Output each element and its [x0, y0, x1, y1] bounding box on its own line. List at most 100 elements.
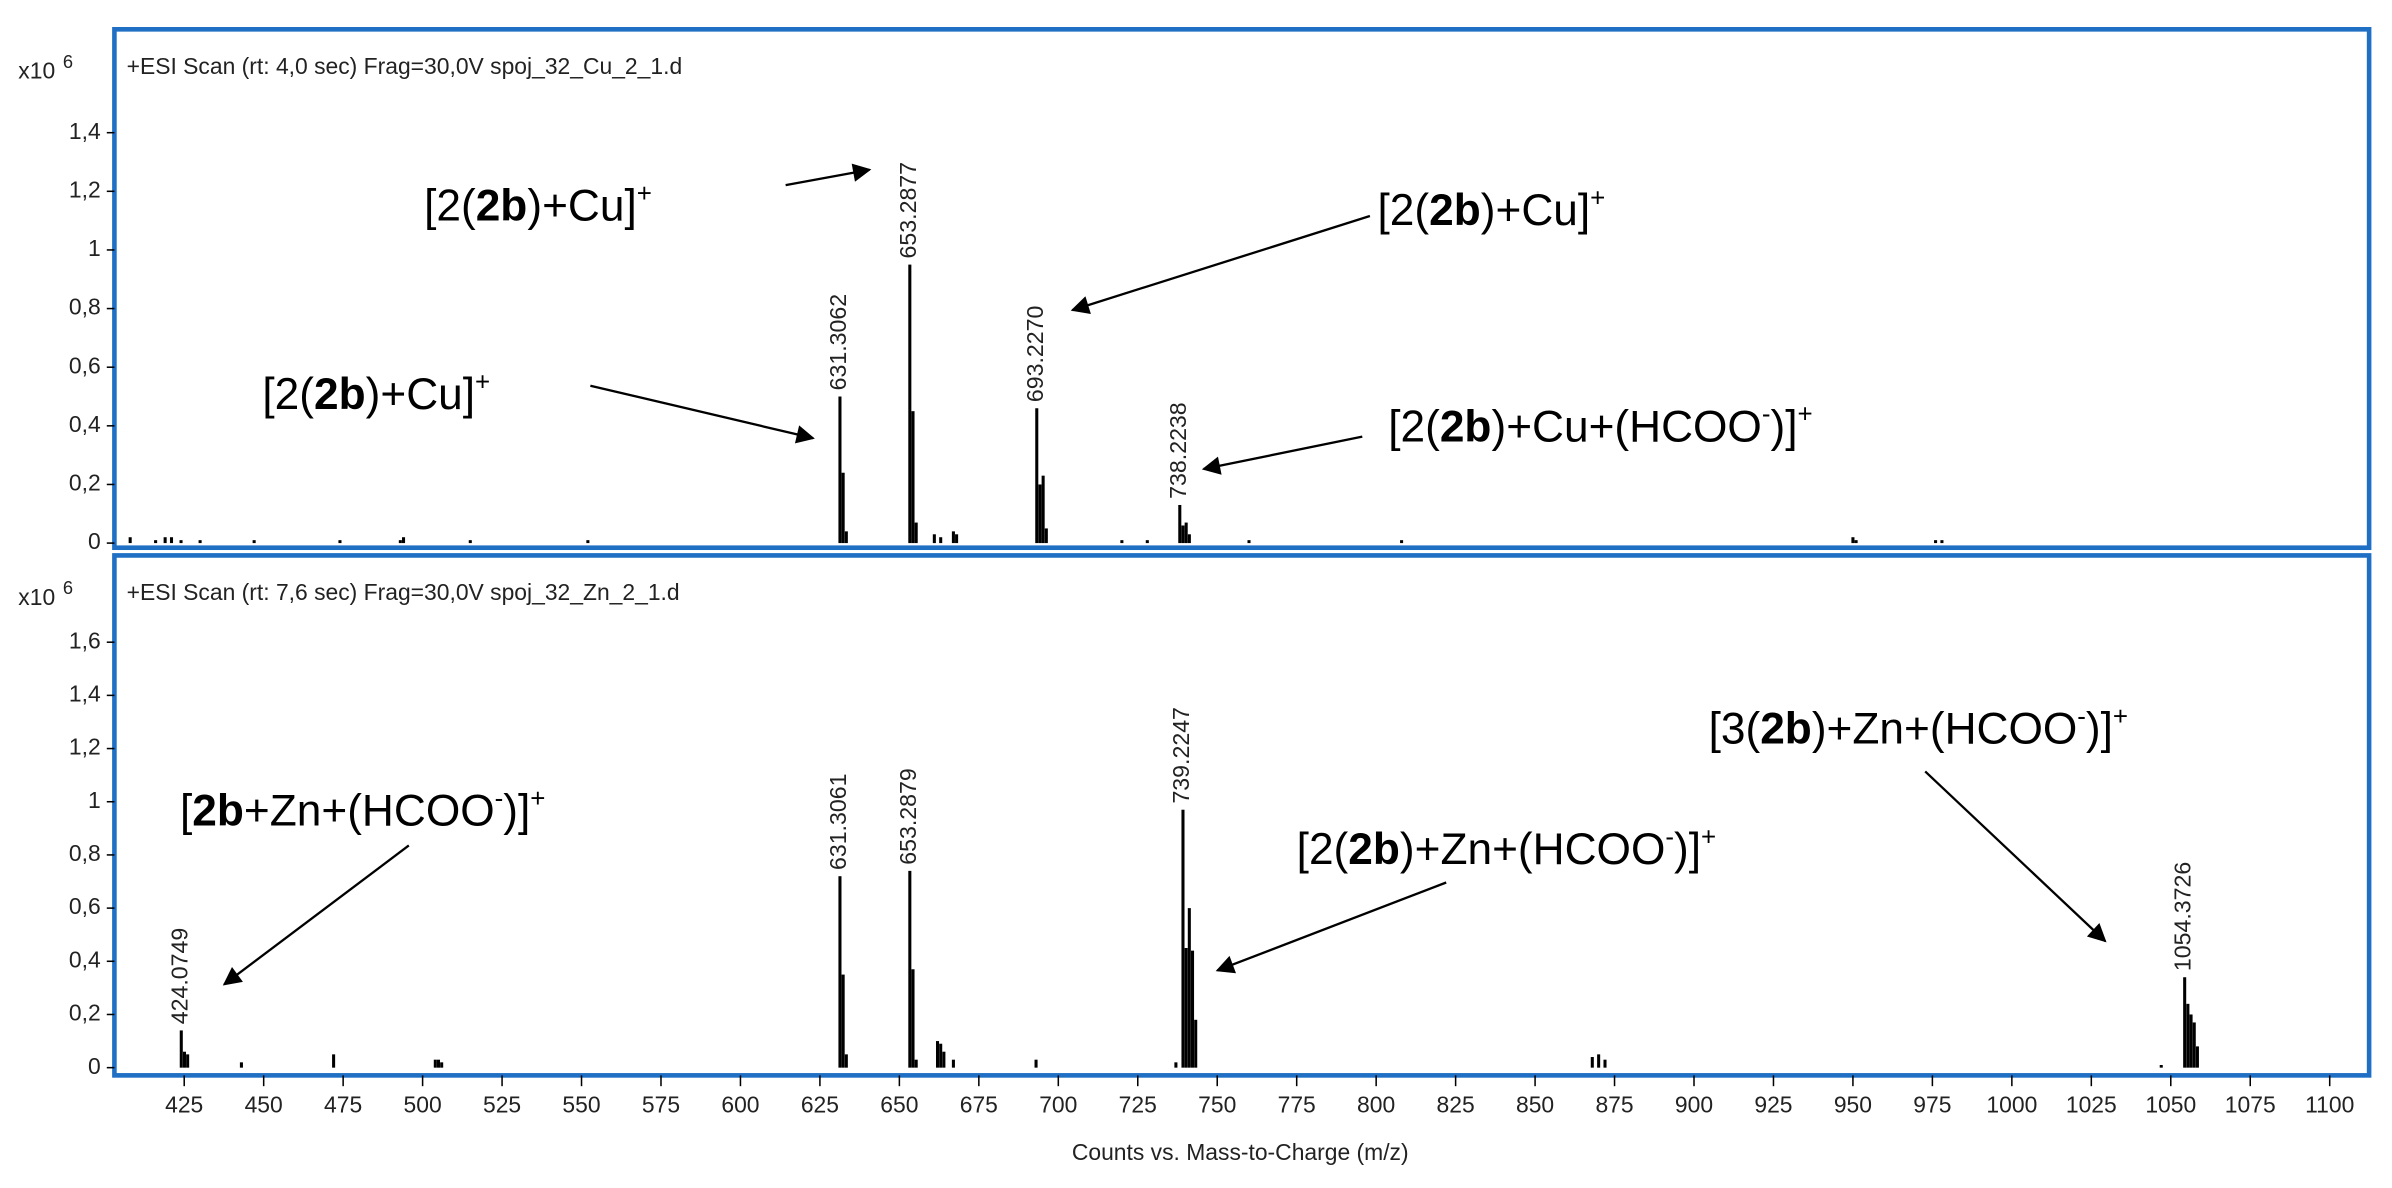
y-tick-label: 1,2: [69, 734, 101, 760]
y-unit: x10 6: [18, 577, 73, 610]
ann-part: -: [1762, 399, 1771, 429]
peak: [914, 1059, 918, 1068]
peak: [908, 264, 912, 544]
x-tick-label: 775: [1278, 1091, 1316, 1117]
y-tick-label: 0: [88, 1053, 101, 1079]
peak: [2195, 1046, 2199, 1068]
ann-part: )+Zn+(HCOO: [1812, 704, 2077, 753]
peak-label: 653.2877: [895, 162, 921, 258]
arrow: [785, 163, 872, 187]
x-tick-label: 975: [1913, 1091, 1951, 1117]
x-tick-label: 750: [1198, 1091, 1236, 1117]
peak: [1044, 528, 1048, 544]
y-tick-label: 0,8: [69, 840, 101, 866]
ann-part: [2(: [262, 370, 314, 419]
y-tick-label: 0,2: [69, 999, 101, 1025]
ann-part: 2b: [1429, 186, 1481, 235]
peak: [182, 1051, 186, 1068]
y-tick-label: 0,6: [69, 352, 101, 378]
y-tick-label: 1,6: [69, 627, 101, 653]
y-tick-label: 0,6: [69, 893, 101, 919]
peak: [2186, 1003, 2190, 1068]
peak: [1184, 947, 1188, 1068]
peak: [1178, 504, 1182, 544]
peak: [935, 1041, 940, 1068]
panel-title: +ESI Scan (rt: 4,0 sec) Frag=30,0V spoj_…: [127, 53, 683, 79]
annotation: [2b+Zn+(HCOO-)]+: [180, 783, 545, 836]
x-tick-label: 675: [960, 1091, 998, 1117]
peak: [2192, 1022, 2196, 1068]
ann-part: [3(: [1709, 704, 1761, 753]
annotation: [2(2b)+Cu+(HCOO-)]+: [1388, 399, 1812, 452]
peak: [1854, 540, 1858, 544]
ann-part: +Zn+(HCOO: [244, 786, 495, 835]
peak: [163, 537, 167, 544]
ann-part: +: [2113, 701, 2128, 731]
ann-part: )]: [1770, 402, 1797, 451]
peak: [154, 540, 158, 544]
x-tick-label: 825: [1437, 1091, 1475, 1117]
x-tick-label: 600: [721, 1091, 759, 1117]
x-axis-label: Counts vs. Mass-to-Charge (m/z): [1072, 1139, 1409, 1165]
peak: [1590, 1057, 1594, 1068]
ann-part: [2(: [1378, 186, 1430, 235]
peak-label: 1054.3726: [2170, 862, 2196, 971]
x-tick-label: 850: [1516, 1091, 1554, 1117]
annotation: [2(2b)+Cu]+: [424, 178, 652, 231]
peak: [586, 540, 590, 544]
arrow: [590, 384, 815, 444]
x-tick-label: 900: [1675, 1091, 1713, 1117]
peak: [433, 1059, 437, 1068]
ann-part: )+Cu]: [366, 370, 475, 419]
annotation: [3(2b)+Zn+(HCOO-)]+: [1709, 701, 2129, 754]
arrow: [1924, 770, 2107, 943]
peak: [1181, 809, 1185, 1068]
x-tick-label: 650: [880, 1091, 918, 1117]
ann-part: 2b: [314, 370, 366, 419]
ann-part: )]: [2086, 704, 2113, 753]
panel-frame: [112, 553, 2372, 1078]
x-tick-label: 1100: [2305, 1091, 2354, 1117]
peak: [1174, 1062, 1178, 1068]
x-tick-label: 450: [245, 1091, 283, 1117]
peak: [911, 969, 915, 1068]
peak: [841, 472, 845, 544]
panel-title: +ESI Scan (rt: 7,6 sec) Frag=30,0V spoj_…: [127, 579, 680, 605]
ann-part: -: [495, 783, 504, 813]
peak: [1187, 534, 1191, 544]
x-tick-label: 1000: [1986, 1091, 2037, 1117]
peak: [1184, 522, 1188, 544]
y-tick-label: 0,2: [69, 469, 101, 495]
ann-part: 2b: [476, 181, 528, 230]
x-tick-label: 725: [1119, 1091, 1157, 1117]
y-tick-label: 0,4: [69, 411, 101, 437]
y-unit-exp: 6: [63, 577, 73, 598]
annotation: [2(2b)+Cu]+: [262, 366, 490, 419]
x-tick-label: 500: [404, 1091, 442, 1117]
peak: [1191, 950, 1195, 1068]
peak: [844, 1054, 848, 1068]
ann-part: -: [2077, 701, 2086, 731]
peak: [2159, 1064, 2163, 1068]
ann-part: +: [637, 178, 652, 208]
arrow: [1070, 214, 1371, 314]
peak: [1041, 475, 1045, 544]
ann-part: +: [475, 366, 490, 396]
peak-label: 424.0749: [166, 928, 192, 1024]
peak: [436, 1059, 441, 1068]
peak: [402, 537, 406, 544]
ann-part: 2b: [192, 786, 244, 835]
peak: [1247, 540, 1251, 544]
peak: [932, 534, 936, 544]
peak: [838, 396, 842, 544]
peak: [440, 1062, 444, 1068]
ann-part: 2b: [1440, 402, 1492, 451]
ann-part: +: [530, 783, 545, 813]
peak: [1194, 1019, 1198, 1068]
peak: [911, 411, 915, 544]
peak: [1940, 540, 1944, 544]
peak: [955, 534, 959, 544]
x-tick-label: 925: [1754, 1091, 1792, 1117]
arrow: [1201, 435, 1363, 475]
